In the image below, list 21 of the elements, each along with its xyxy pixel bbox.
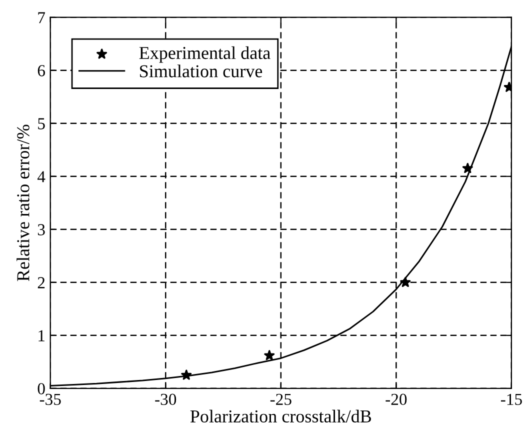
x-axis-title: Polarization crosstalk/dB (190, 410, 372, 422)
y-tick-label: 0 (38, 383, 45, 394)
x-tick-label: -15 (500, 394, 522, 406)
x-tick-label: -30 (155, 394, 176, 406)
point (264, 350, 275, 360)
legend-label: Simulation curve (140, 64, 262, 78)
y-axis-title: Relative ratio error/% (16, 124, 30, 282)
y-tick-label: 5 (38, 118, 45, 130)
y-tick-label: 2 (38, 277, 45, 288)
legend-label: Experimental data (139, 46, 270, 63)
x-tick-label: -25 (270, 394, 292, 406)
y-tick-label: 3 (38, 224, 45, 236)
y-tick-label: 7 (38, 12, 46, 24)
point (400, 276, 411, 288)
y-tick-label: 4 (37, 171, 46, 182)
point (462, 162, 473, 174)
y-tick-label: 1 (38, 330, 44, 342)
point (181, 370, 192, 380)
x-tick-label: -35 (40, 394, 61, 406)
y-tick-label: 6 (38, 65, 45, 76)
x-tick-label: -20 (386, 394, 407, 406)
